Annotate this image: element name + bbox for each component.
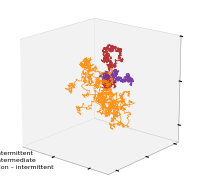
Legend: Intermittent, Intermediate, Non – intermittent: Intermittent, Intermediate, Non – interm… (0, 149, 55, 171)
